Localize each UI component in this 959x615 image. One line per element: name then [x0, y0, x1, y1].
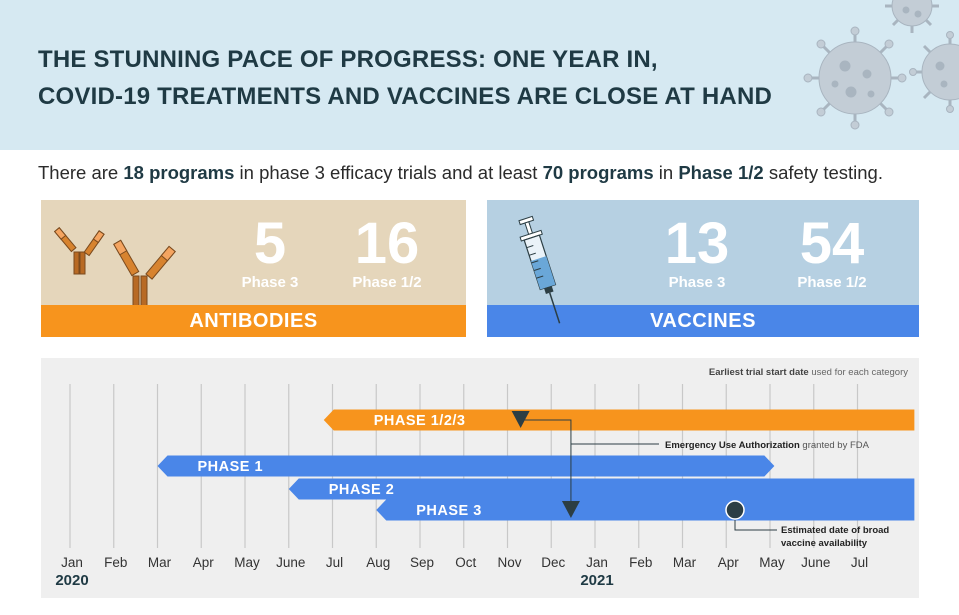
intro-text-3: in	[653, 162, 679, 183]
broad-annotation-line1: Estimated date of broad	[781, 525, 889, 536]
antibodies-phase3-stat: 5 Phase 3	[237, 211, 303, 292]
vaccines-phase12-label: Phase 1/2	[797, 274, 867, 291]
chart-note-rest: used for each category	[809, 367, 909, 378]
antibodies-phase12-count: 16	[354, 211, 420, 276]
month-label: Feb	[629, 555, 652, 570]
month-label: Sep	[410, 555, 434, 570]
month-label: Mar	[673, 555, 697, 570]
intro-phase12-label: Phase 1/2	[678, 162, 764, 183]
bar-label: PHASE 3	[416, 503, 482, 519]
month-label: May	[759, 555, 785, 570]
vaccines-phase12-count: 54	[799, 211, 865, 276]
bar-phase-1-2-3	[323, 409, 915, 431]
year-label: 2021	[580, 572, 613, 589]
vaccines-phase12-stat: 54 Phase 1/2	[787, 211, 877, 292]
month-label: Jul	[326, 555, 343, 570]
broad-pointer-line	[734, 520, 777, 531]
timeline-chart: Earliest trial start date used for each …	[41, 358, 919, 598]
month-label: Feb	[104, 555, 127, 570]
month-label: June	[801, 555, 830, 570]
marker-triangle	[561, 501, 580, 518]
eua-annotation: Emergency Use Authorization granted by F…	[665, 440, 870, 451]
antibodies-label-bar: ANTIBODIES	[41, 305, 466, 337]
bar-phase-3	[376, 499, 915, 521]
bar-label: PHASE 2	[329, 482, 395, 498]
month-label: Apr	[718, 555, 740, 570]
intro-sentence: There are 18 programs in phase 3 efficac…	[38, 162, 883, 184]
month-label: Jul	[851, 555, 868, 570]
marker-circle	[725, 500, 745, 520]
antibodies-panel: 5 Phase 3 16 Phase 1/2 ANTIBODIES	[41, 200, 466, 337]
year-label: 2020	[55, 572, 88, 589]
eua-connector	[524, 419, 572, 502]
month-label: Oct	[455, 555, 476, 570]
title-line-2: COVID-19 TREATMENTS AND VACCINES ARE CLO…	[38, 83, 773, 110]
vaccines-phase3-label: Phase 3	[668, 274, 726, 291]
antibodies-phase3-count: 5	[253, 211, 287, 276]
bar-label: PHASE 1	[198, 459, 264, 475]
month-label: Dec	[541, 555, 565, 570]
month-label: Aug	[366, 555, 390, 570]
month-label: Apr	[193, 555, 215, 570]
marker-triangle	[511, 411, 530, 428]
month-label: June	[276, 555, 305, 570]
timeline-svg: Earliest trial start date used for each …	[55, 367, 915, 589]
eua-annotation-bold: Emergency Use Authorization	[665, 440, 800, 451]
bar-phase-2	[288, 478, 915, 500]
month-label: Nov	[497, 555, 521, 570]
intro-phase12-count: 70 programs	[542, 162, 654, 183]
intro-text-1: There are	[38, 162, 124, 183]
bar-label: PHASE 1/2/3	[374, 413, 466, 429]
virus-illustration	[803, 0, 959, 130]
antibodies-phase12-stat: 16 Phase 1/2	[345, 211, 429, 292]
vaccines-phase3-stat: 13 Phase 3	[657, 211, 737, 292]
month-label: Mar	[148, 555, 172, 570]
month-label: May	[234, 555, 260, 570]
antibodies-phase3-label: Phase 3	[241, 274, 299, 291]
vaccines-phase3-count: 13	[664, 211, 730, 276]
broad-annotation-line2: vaccine availability	[781, 538, 868, 549]
vaccines-panel: VACCINES 13 Phase 3 54 Phase 1/2	[487, 200, 919, 337]
title-line-1: THE STUNNING PACE OF PROGRESS: ONE YEAR …	[38, 46, 658, 73]
antibodies-phase12-label: Phase 1/2	[352, 274, 422, 291]
month-label: Jan	[61, 555, 83, 570]
header-banner: THE STUNNING PACE OF PROGRESS: ONE YEAR …	[0, 0, 959, 150]
intro-text-2: in phase 3 efficacy trials and at least	[234, 162, 543, 183]
intro-text-4: safety testing.	[763, 162, 883, 183]
chart-note-bold: Earliest trial start date	[709, 367, 809, 378]
month-label: Jan	[586, 555, 608, 570]
antibody-icon	[53, 227, 176, 307]
chart-note: Earliest trial start date used for each …	[709, 367, 908, 378]
bar-phase-1	[157, 455, 775, 477]
syringe-icon	[518, 215, 561, 324]
intro-phase3-count: 18 programs	[123, 162, 235, 183]
eua-annotation-rest: granted by FDA	[800, 440, 870, 451]
